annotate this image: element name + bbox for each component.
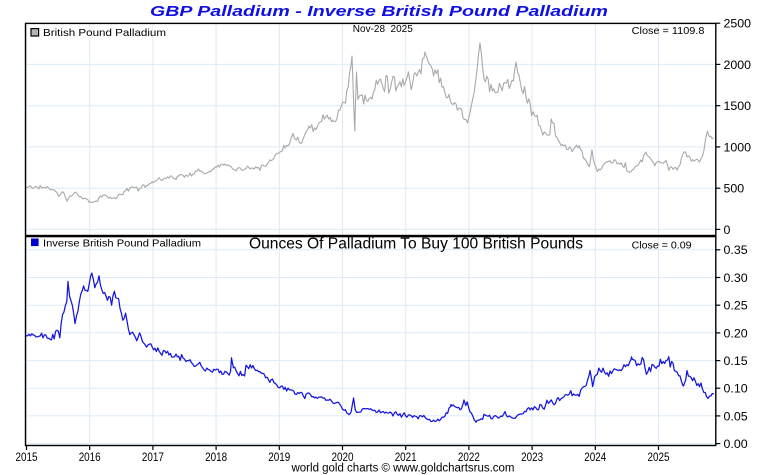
svg-text:0.15: 0.15: [724, 354, 748, 368]
svg-text:2021: 2021: [395, 452, 417, 464]
svg-text:2019: 2019: [268, 452, 290, 464]
svg-text:2018: 2018: [205, 452, 227, 464]
svg-text:2500: 2500: [724, 17, 752, 31]
svg-text:2000: 2000: [724, 58, 752, 72]
svg-text:0.35: 0.35: [724, 243, 748, 257]
svg-text:0.10: 0.10: [724, 382, 748, 396]
svg-text:Close = 1109.8: Close = 1109.8: [632, 25, 705, 37]
svg-text:Close = 0.09: Close = 0.09: [632, 239, 692, 251]
svg-text:1000: 1000: [724, 140, 752, 154]
svg-text:0.05: 0.05: [724, 409, 748, 423]
svg-text:Nov-28 2025: Nov-28 2025: [353, 23, 413, 35]
svg-text:2022: 2022: [458, 452, 480, 464]
svg-text:British Pound Palladium: British Pound Palladium: [43, 27, 166, 39]
svg-text:0.20: 0.20: [724, 326, 748, 340]
svg-text:0.25: 0.25: [724, 299, 748, 313]
svg-text:2016: 2016: [79, 452, 101, 464]
svg-text:0: 0: [724, 223, 731, 237]
svg-text:2020: 2020: [332, 452, 354, 464]
svg-text:2023: 2023: [521, 452, 543, 464]
svg-text:2024: 2024: [584, 452, 607, 464]
svg-text:2015: 2015: [16, 452, 38, 464]
svg-text:Ounces Of Palladium To Buy 100: Ounces Of Palladium To Buy 100 British P…: [249, 235, 583, 252]
svg-text:500: 500: [724, 182, 745, 196]
svg-text:world gold charts © www.goldch: world gold charts © www.goldchartsrus.co…: [291, 462, 515, 474]
svg-text:Inverse British Pound Palladiu: Inverse British Pound Palladium: [43, 237, 201, 249]
svg-text:1500: 1500: [724, 99, 752, 113]
svg-text:GBP Palladium - Inverse Britis: GBP Palladium - Inverse British Pound Pa…: [150, 4, 608, 20]
svg-text:2025: 2025: [648, 452, 670, 464]
svg-text:0.00: 0.00: [724, 437, 748, 451]
svg-text:0.30: 0.30: [724, 271, 748, 285]
svg-text:2017: 2017: [142, 452, 164, 464]
